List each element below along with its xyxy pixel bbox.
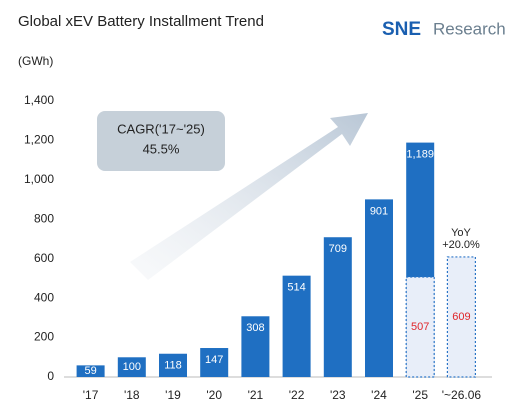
x-tick-label: '20 bbox=[206, 388, 222, 402]
y-tick-label: 1,000 bbox=[24, 172, 54, 186]
value-label: 901 bbox=[370, 205, 388, 217]
x-tick-label: '22 bbox=[289, 388, 305, 402]
value-label: 308 bbox=[246, 322, 264, 334]
y-tick-label: 200 bbox=[34, 330, 54, 344]
value-label: 118 bbox=[164, 359, 182, 371]
y-tick-label: 400 bbox=[34, 290, 54, 304]
bar bbox=[159, 353, 187, 377]
value-label: 609 bbox=[452, 311, 470, 323]
y-tick-label: 1,200 bbox=[24, 133, 54, 147]
yoy-value: +20.0% bbox=[442, 239, 480, 251]
value-label: 1,189 bbox=[406, 149, 434, 161]
yoy-label: YoY bbox=[451, 227, 471, 239]
value-label: 514 bbox=[287, 282, 305, 294]
logo-mark: SNE bbox=[382, 19, 421, 40]
value-label: 100 bbox=[123, 361, 141, 373]
bar bbox=[76, 365, 105, 377]
x-tick-label: '~26.06 bbox=[442, 388, 482, 402]
bar bbox=[446, 256, 476, 378]
logo-text: Research bbox=[433, 19, 506, 38]
cagr-value: 45.5% bbox=[143, 141, 180, 156]
y-tick-label: 1,400 bbox=[24, 93, 54, 107]
unit-label: (GWh) bbox=[18, 54, 53, 68]
y-tick-label: 0 bbox=[47, 369, 54, 383]
value-label: 709 bbox=[329, 243, 347, 255]
bar bbox=[117, 357, 146, 377]
x-tick-label: '17 bbox=[83, 388, 99, 402]
x-tick-label: '18 bbox=[124, 388, 140, 402]
trend-arrow bbox=[130, 113, 368, 280]
y-tick-label: 800 bbox=[34, 211, 54, 225]
bar bbox=[241, 316, 270, 377]
value-label: 507 bbox=[411, 321, 429, 333]
value-label: 59 bbox=[84, 365, 96, 377]
bar bbox=[365, 199, 393, 377]
bar bbox=[282, 275, 311, 377]
value-label: 147 bbox=[205, 354, 223, 366]
y-tick-label: 600 bbox=[34, 251, 54, 265]
cagr-label: CAGR('17~'25) bbox=[117, 121, 205, 136]
cagr-box bbox=[97, 111, 225, 171]
x-tick-label: '25 bbox=[412, 388, 428, 402]
x-tick-label: '21 bbox=[248, 388, 264, 402]
x-tick-label: '19 bbox=[165, 388, 181, 402]
bar bbox=[323, 237, 352, 377]
x-tick-label: '24 bbox=[371, 388, 387, 402]
chart-title: Global xEV Battery Installment Trend bbox=[18, 13, 264, 30]
bar bbox=[405, 276, 435, 378]
bar bbox=[200, 348, 229, 377]
x-tick-label: '23 bbox=[330, 388, 346, 402]
